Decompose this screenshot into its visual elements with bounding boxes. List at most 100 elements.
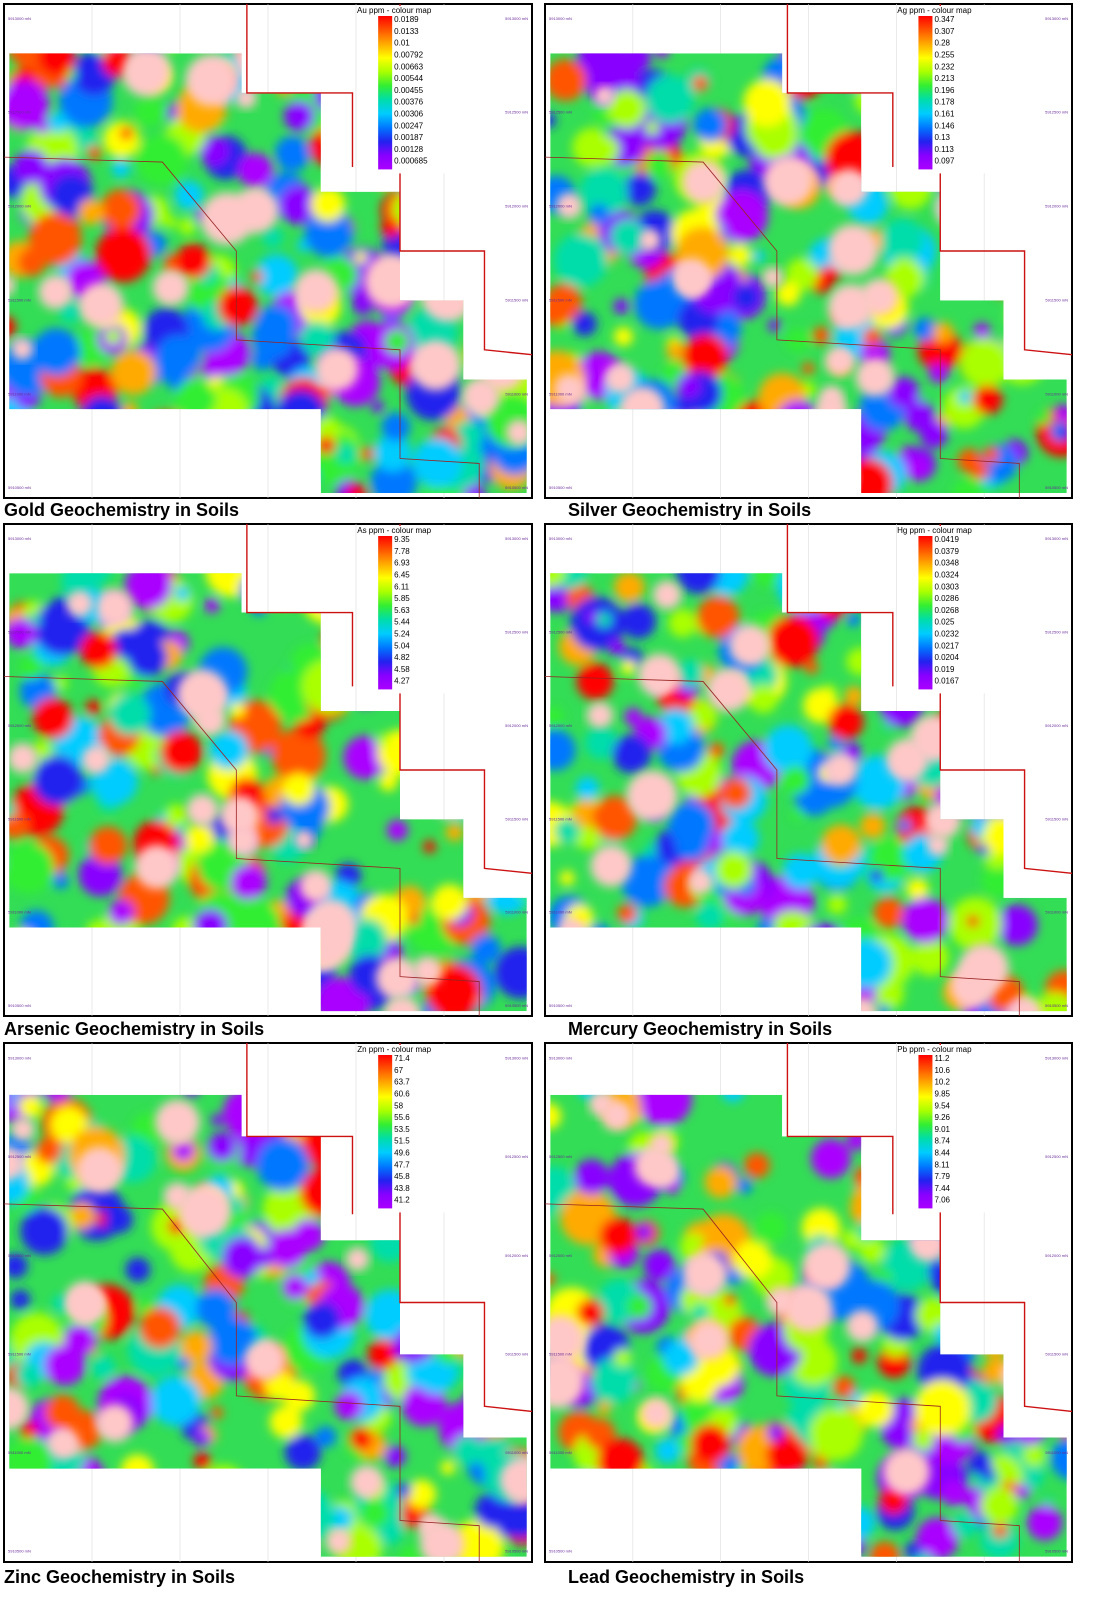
anomaly: [96, 588, 134, 627]
blob: [932, 322, 954, 344]
blob: [722, 819, 760, 858]
northing-label: 5910500 mN: [549, 485, 572, 490]
blob: [14, 1362, 41, 1388]
blob: [833, 1375, 856, 1399]
blob: [304, 207, 354, 258]
blob: [119, 126, 133, 140]
blob: [920, 420, 948, 449]
anomaly: [10, 337, 34, 361]
blob: [714, 851, 753, 889]
legend-label: 43.8: [394, 1184, 410, 1193]
legend-label: 0.0217: [934, 641, 959, 650]
blob: [315, 977, 369, 1012]
tenement-boundary: [786, 1043, 894, 1215]
blob: [367, 1339, 399, 1370]
blob: [755, 1212, 787, 1244]
legend-bar: [378, 16, 393, 170]
anomaly: [763, 155, 815, 207]
legend-label: 0.0268: [934, 606, 959, 615]
legend-label: 0.113: [934, 145, 954, 154]
blob: [690, 1423, 731, 1464]
blob: [748, 684, 778, 714]
anomaly: [244, 1339, 287, 1381]
northing-label: 5911000 mN: [505, 910, 528, 915]
northing-label: 5910500 mN: [1045, 485, 1068, 490]
blob: [110, 628, 141, 659]
legend-label: 51.5: [394, 1137, 410, 1146]
blob: [211, 1113, 224, 1127]
anomaly: [762, 266, 784, 288]
blob: [966, 915, 980, 928]
blob: [139, 1307, 181, 1349]
blob: [134, 97, 165, 127]
anomaly: [926, 834, 949, 857]
blob: [343, 735, 387, 780]
blob: [20, 1207, 69, 1255]
caption: Zinc Geochemistry in Soils: [4, 1567, 235, 1587]
blob: [9, 842, 55, 894]
legend-label: 0.025: [934, 618, 955, 627]
blob: [300, 321, 335, 356]
blob: [643, 1249, 676, 1281]
legend-label: 0.00455: [394, 86, 423, 95]
blob: [47, 112, 68, 133]
legend-label: 0.0167: [934, 677, 959, 686]
blob: [981, 1468, 996, 1482]
blob: [791, 808, 804, 821]
blob: [904, 1541, 923, 1557]
blob: [941, 1480, 968, 1507]
blob: [28, 212, 82, 266]
tenement-boundary: [544, 676, 1020, 1016]
blob: [960, 338, 1011, 388]
blob: [597, 1401, 611, 1415]
anomaly: [827, 283, 874, 331]
northing-label: 5911000 mN: [549, 391, 572, 396]
blob: [550, 59, 587, 101]
blob: [721, 1094, 745, 1103]
blob: [279, 185, 319, 225]
blob: [1055, 404, 1067, 422]
anomaly: [66, 590, 94, 618]
blob: [827, 703, 864, 740]
blob: [914, 1379, 971, 1436]
anomaly: [68, 1288, 105, 1324]
legend-label: 4.82: [394, 653, 410, 662]
blob: [872, 978, 904, 1010]
legend-label: 10.6: [934, 1066, 950, 1075]
blob: [728, 244, 752, 267]
blob: [676, 373, 702, 399]
legend-title: Pb ppm - colour map: [897, 1045, 972, 1054]
blob: [859, 1237, 886, 1264]
legend-label: 8.44: [934, 1149, 950, 1158]
blob: [902, 897, 949, 944]
blob: [613, 1348, 632, 1367]
blob: [708, 742, 725, 759]
blob: [916, 1517, 959, 1557]
blob: [572, 311, 597, 337]
legend-label: 58: [394, 1101, 403, 1110]
tenement-boundary: [544, 156, 1020, 498]
blob: [576, 1299, 604, 1327]
legend-label: 8.11: [934, 1160, 950, 1169]
blob: [693, 107, 728, 142]
legend-bar: [378, 536, 393, 690]
blob: [95, 227, 151, 283]
legend-label: 0.0204: [934, 653, 959, 662]
blob: [877, 1004, 890, 1012]
anomaly: [882, 1447, 931, 1496]
blob: [417, 1356, 456, 1395]
blob: [841, 1229, 863, 1251]
legend-label: 0.000685: [394, 157, 428, 166]
blob: [304, 1270, 320, 1287]
blob: [371, 400, 384, 414]
blob: [62, 573, 112, 590]
blob: [577, 53, 628, 86]
blob: [184, 823, 215, 853]
legend-label: 55.6: [394, 1113, 410, 1122]
blob: [574, 1159, 610, 1195]
anomaly: [410, 339, 462, 391]
blob: [657, 708, 694, 745]
blob: [767, 615, 820, 668]
legend-label: 0.0303: [934, 582, 959, 591]
blob: [666, 341, 686, 361]
